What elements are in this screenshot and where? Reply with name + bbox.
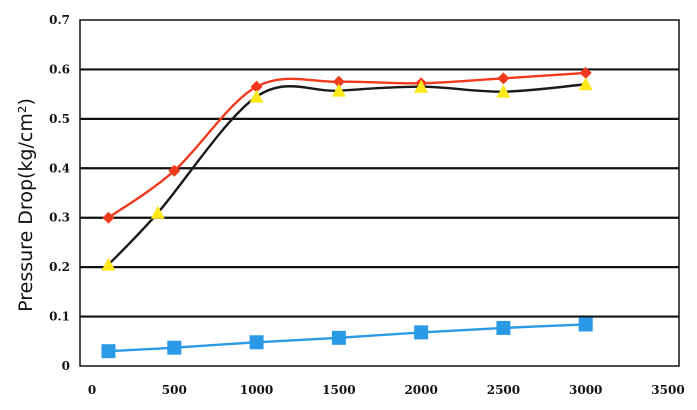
x-tick-label: 2500 [487, 383, 520, 397]
data-point-square [249, 335, 264, 350]
y-axis-ticks: 0 0.1 0.2 0.3 0.4 0.5 0.6 0.7 [49, 13, 70, 373]
x-tick-label: 2000 [404, 383, 437, 397]
data-point-diamond [332, 75, 345, 88]
y-tick-label: 0.3 [49, 211, 70, 225]
x-tick-label: 1500 [322, 383, 355, 397]
y-tick-label: 0.7 [49, 13, 70, 27]
y-tick-label: 0.5 [49, 112, 70, 126]
data-point-square [578, 317, 593, 332]
y-tick-label: 0.4 [49, 161, 70, 175]
data-point-triangle [578, 77, 593, 91]
data-point-triangle [414, 79, 429, 93]
plot-area [79, 19, 680, 367]
x-tick-label: 0 [88, 383, 96, 397]
data-point-square [101, 344, 116, 359]
data-point-diamond [168, 164, 181, 177]
data-point-triangle [150, 205, 165, 219]
data-point-triangle [249, 89, 264, 103]
data-point-triangle [331, 83, 346, 97]
series-group [101, 66, 593, 359]
data-point-square [167, 340, 182, 355]
data-point-triangle [101, 257, 116, 271]
data-point-square [414, 325, 429, 340]
y-tick-label: 0.6 [49, 62, 70, 76]
data-point-square [496, 320, 511, 335]
x-tick-label: 3500 [651, 383, 684, 397]
data-point-triangle [496, 84, 511, 98]
y-tick-label: 0 [62, 359, 70, 373]
data-point-diamond [497, 72, 510, 85]
data-point-diamond [579, 66, 592, 79]
y-tick-label: 0.2 [49, 260, 70, 274]
x-tick-label: 1000 [240, 383, 273, 397]
gridlines [80, 68, 679, 318]
x-axis-ticks: 0 500 1000 1500 2000 2500 3000 3500 [88, 383, 685, 397]
y-tick-label: 0.1 [49, 310, 70, 324]
data-point-diamond [250, 80, 263, 93]
x-tick-label: 3000 [569, 383, 602, 397]
x-tick-label: 500 [162, 383, 187, 397]
y-axis-label: Pressure Drop(kg/cm²) [15, 98, 37, 312]
data-point-square [331, 330, 346, 345]
data-point-diamond [102, 211, 115, 224]
